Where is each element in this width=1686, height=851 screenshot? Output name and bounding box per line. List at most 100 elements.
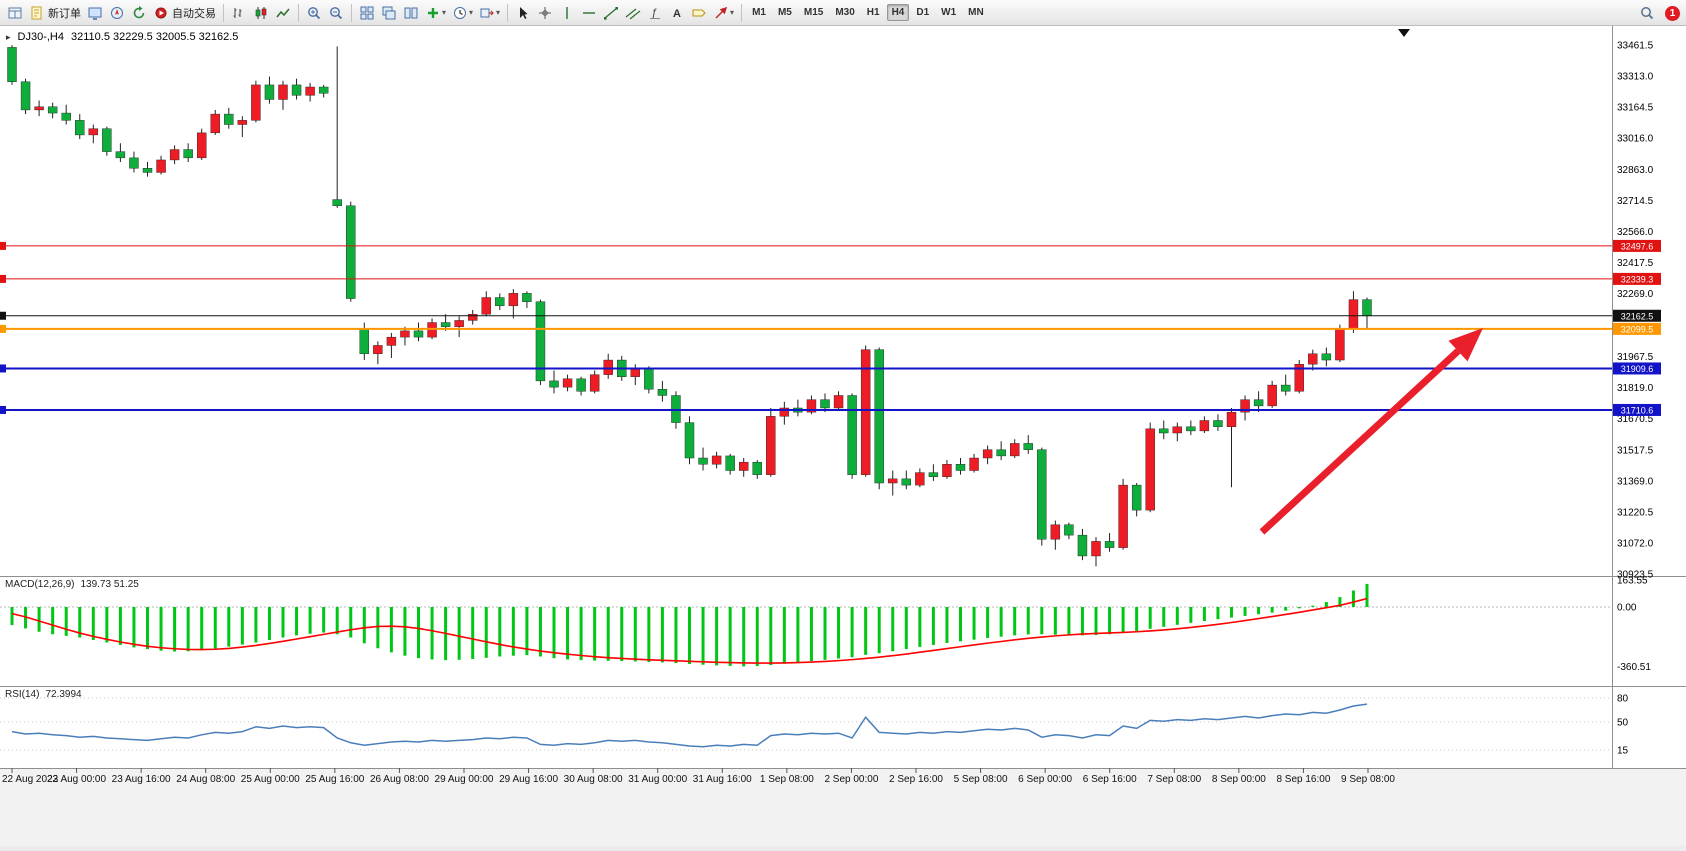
bear-candle [495,297,505,307]
bear-candle [874,349,884,484]
chevron-down-icon: ▾ [442,7,447,17]
bull-candle [386,336,397,346]
bull-candle [1199,420,1210,432]
vtile-icon [404,7,418,18]
fibonacci-tool-button[interactable]: ƒ [645,2,665,24]
price-axis[interactable]: 33461.5 33313.0 33164.5 33016.0 32863.0 32714… [1617,41,1654,581]
timeframe-M5-button[interactable]: M5 [777,7,792,18]
chart-plot-area[interactable] [0,45,1612,574]
bull-candle [982,449,993,459]
bear-candle [346,205,356,299]
cascade-windows-button[interactable] [379,2,399,24]
timeframe-MN-button[interactable]: MN [968,7,984,18]
line-chart-button[interactable] [273,2,293,24]
zoom-in-button[interactable] [304,2,324,24]
label-icon [692,9,706,16]
rsi-value: 72.3994 [45,689,82,700]
bull-candle [833,395,844,409]
trendline-tool-button[interactable] [601,2,621,24]
bar-chart-button[interactable] [229,2,249,24]
price-tick-label: 33164.5 [1617,102,1654,113]
fibo-icon: ƒ [650,7,661,19]
bull-candle [508,293,519,307]
timeframe-M30-button[interactable]: M30 [835,7,855,18]
price-levels: 32497.6 32339.3 32162.5 32099.5 31909.6 31710… [0,239,1661,416]
trend-arrow-shaft[interactable] [1259,348,1461,535]
bear-candle [440,322,451,327]
bear-candle [142,168,153,173]
bear-candle [684,422,695,459]
bull-candle [156,159,166,173]
label-tool-button[interactable] [689,2,709,24]
bull-candle [1050,524,1061,540]
level-left-anchor [0,274,6,283]
bull-candle [589,374,600,392]
tile-windows-button[interactable] [357,2,377,24]
time-tick-label: 24 Aug 08:00 [176,774,235,785]
vertical-line-tool-button[interactable] [557,2,577,24]
textA-icon: A [673,8,681,20]
bull-candle [88,128,99,136]
search-icon[interactable] [1637,2,1657,24]
zoom-out-button[interactable] [326,2,346,24]
time-tick-label: 2 Sep 00:00 [824,774,878,785]
text-tool-button[interactable]: A [667,2,687,24]
add-indicator-button[interactable]: ▾ [423,2,448,24]
bear-candle [1213,420,1223,427]
price-tick-label: 32714.5 [1617,196,1654,207]
period-selector-button[interactable]: ▾ [450,2,475,24]
bear-candle [752,461,762,475]
navigator-icon [111,6,123,19]
time-axis-background [0,768,1686,846]
channel-tool-button[interactable] [623,2,643,24]
new-chart-button[interactable] [5,2,25,24]
timeframe-W1-button[interactable]: W1 [941,7,957,18]
notification-badge[interactable]: 1 [1665,5,1680,21]
new-order-label: 新订单 [48,7,81,20]
bear-candle [1321,353,1332,361]
bear-candle [1280,384,1291,392]
data-window-button[interactable] [107,2,127,24]
price-tick-label: 32863.0 [1617,165,1654,176]
one-click-trading-toggle[interactable]: ▸ [6,31,11,42]
timeframe-M15-button[interactable]: M15 [803,7,824,18]
bull-candle [779,407,790,417]
auto-trading-button[interactable]: 自动交易 [151,2,218,24]
candlestick-series [7,45,1372,567]
bear-candle [264,84,275,100]
bull-candle [210,113,220,134]
timeframe-M1-button[interactable]: M1 [752,7,766,18]
macd-scale-label: 0.00 [1617,603,1637,614]
price-badge-32339.3 [1613,272,1661,285]
chart-template-button[interactable]: ▾ [477,2,502,24]
cursor-tool-button[interactable] [513,2,533,24]
horizontal-line-tool-button[interactable] [579,2,599,24]
chevron-down-icon: ▾ [469,7,474,17]
vline-icon [566,6,568,19]
rsi-level-label: 50 [1617,718,1629,729]
trend-arrow-head[interactable] [1448,328,1483,362]
price-badge-label: 32497.6 [1621,241,1654,251]
bull-candle [196,132,207,159]
market-watch-button[interactable] [85,2,105,24]
arrange-vertical-button[interactable] [401,2,421,24]
bull-candle [915,472,925,486]
candlestick-chart-button[interactable] [251,2,271,24]
rsi-level-label: 80 [1617,694,1629,705]
price-tick-label: 31967.5 [1617,352,1654,363]
new-order-button[interactable]: 新订单 [27,2,83,24]
price-tick-label: 31220.5 [1617,508,1654,519]
price-badge-label: 31909.6 [1621,364,1654,374]
timeframe-H4-button[interactable]: H4 [886,4,910,21]
bear-candle [901,478,911,486]
bear-candle [522,293,532,302]
refresh-button[interactable] [129,2,149,24]
chart-shift-marker[interactable] [1398,29,1410,37]
macd-panel-title: MACD(12,26,9) 139.73 51.25 [5,579,139,590]
timeframe-D1-button[interactable]: D1 [916,7,930,18]
timeframe-H1-button[interactable]: H1 [866,7,880,18]
arrows-tool-button[interactable]: ▾ [711,2,736,24]
crosshair-tool-button[interactable] [535,2,555,24]
